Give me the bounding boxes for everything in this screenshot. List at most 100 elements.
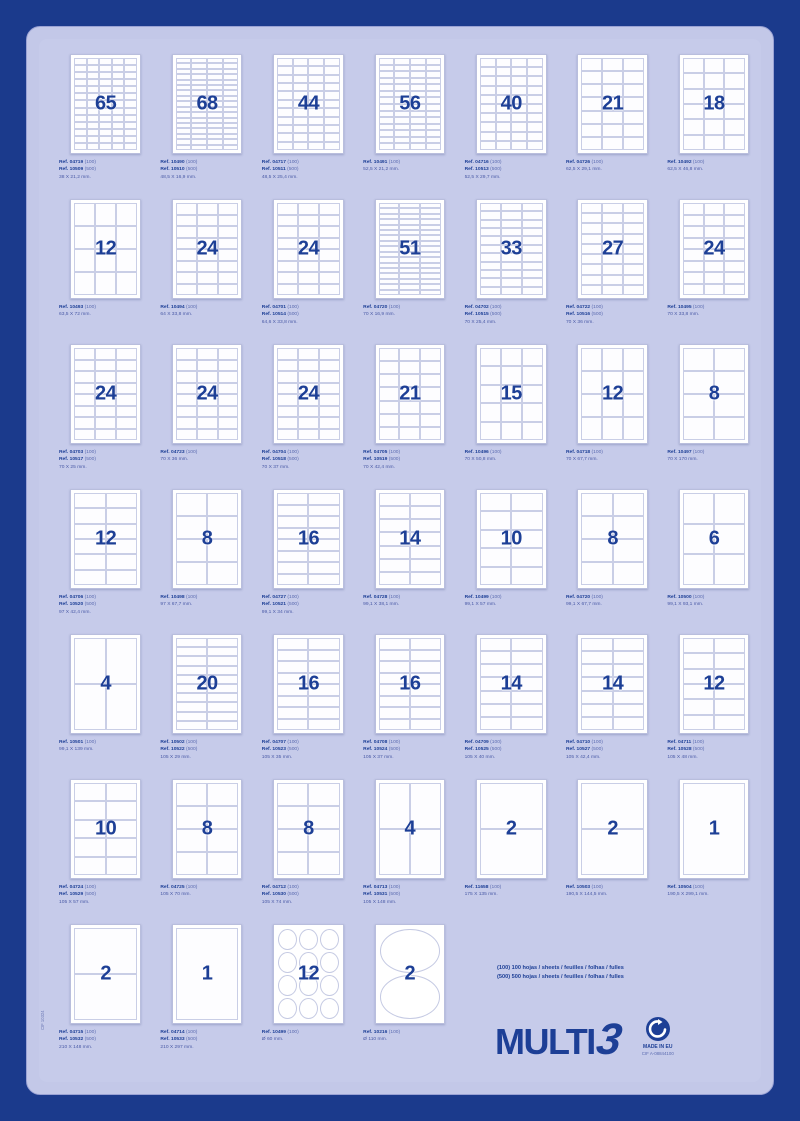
label-cell bbox=[394, 130, 410, 137]
label-cell bbox=[378, 213, 400, 220]
reference-line: Ref. 10514 (500) bbox=[262, 311, 359, 318]
brand-logo: MULTI3 bbox=[495, 1015, 623, 1064]
label-cell bbox=[511, 493, 543, 512]
label-cell bbox=[521, 253, 543, 262]
reference-code: Ref. 04727 bbox=[261, 595, 286, 600]
label-sheet-thumbnail: 16 bbox=[273, 489, 344, 589]
product-caption: Ref. 04725 (100) 105 X 70 mm. bbox=[156, 884, 257, 899]
reference-quantity: (100) bbox=[388, 885, 401, 890]
product-caption: Ref. 04714 (100) Ref. 10533 (500) 210 X 29… bbox=[156, 1029, 257, 1051]
label-cell bbox=[378, 117, 395, 124]
label-cell bbox=[682, 119, 704, 135]
label-cell bbox=[175, 283, 197, 295]
label-thumbnail-wrap: 68 bbox=[167, 53, 247, 155]
label-cell bbox=[495, 140, 512, 150]
label-dimensions: 63,5 X 72 mm. bbox=[59, 312, 91, 318]
label-cell bbox=[196, 428, 218, 440]
reference-line: Ref. 04704 (100) bbox=[262, 449, 359, 456]
label-cell bbox=[521, 228, 543, 237]
label-cell bbox=[425, 123, 442, 131]
label-cell bbox=[86, 114, 100, 122]
label-cell bbox=[191, 117, 208, 123]
label-thumbnail-wrap: 40 bbox=[471, 53, 551, 155]
label-cell bbox=[623, 417, 644, 440]
product-cell: 15 Ref. 10496 (100) 70 X 50,8 mm. bbox=[461, 343, 562, 488]
product-cell: 8 Ref. 10498 (100) 97 X 67,7 mm. bbox=[156, 488, 257, 633]
label-dimensions: Ø 60 mm. bbox=[261, 1037, 284, 1043]
label-cell bbox=[602, 371, 624, 394]
label-cell bbox=[191, 106, 208, 113]
label-sheet-thumbnail: 65 bbox=[70, 54, 142, 154]
label-cell bbox=[479, 529, 512, 549]
label-cell bbox=[74, 72, 87, 80]
product-caption: Ref. 10493 (100) 63,5 X 72 mm. bbox=[55, 304, 156, 319]
label-cell bbox=[521, 403, 543, 422]
label-cell bbox=[479, 122, 496, 132]
label-cell bbox=[308, 74, 325, 84]
label-cell bbox=[86, 135, 100, 143]
label-cell bbox=[74, 142, 87, 150]
label-cell bbox=[105, 638, 138, 684]
label-cell bbox=[495, 103, 512, 114]
label-cell bbox=[479, 511, 512, 530]
label-dimensions: 105 X 57 mm. bbox=[59, 899, 90, 905]
reference-code: Ref. 10521 bbox=[261, 602, 286, 608]
reference-code: Ref. 10495 bbox=[667, 305, 692, 310]
reference-code: Ref. 10502 bbox=[160, 740, 185, 745]
label-dimensions: 62,5 X 29,1 mm. bbox=[565, 167, 602, 173]
label-cell bbox=[378, 90, 395, 98]
product-cell: 8 Ref. 04712 (100) Ref. 10530 (500) 105 X 7… bbox=[258, 778, 359, 923]
label-cell bbox=[74, 121, 87, 129]
label-dimensions: 99,1 X 67,7 mm. bbox=[565, 602, 602, 608]
reference-code: Ref. 04711 bbox=[667, 740, 692, 745]
label-cell bbox=[74, 93, 87, 101]
label-cell bbox=[86, 58, 100, 66]
reference-quantity: (100) bbox=[84, 160, 96, 165]
label-cell bbox=[298, 226, 319, 238]
label-cell bbox=[703, 103, 725, 120]
label-layout-grid bbox=[378, 203, 442, 295]
label-layout-grid bbox=[479, 58, 543, 150]
label-cell bbox=[399, 203, 421, 209]
label-cell bbox=[222, 63, 239, 69]
label-cell bbox=[222, 68, 239, 75]
reference-line: Ref. 10529 (500) bbox=[59, 891, 156, 898]
label-cell bbox=[74, 65, 87, 73]
label-cell bbox=[399, 230, 421, 236]
label-thumbnail-wrap: 8 bbox=[674, 343, 754, 445]
label-count: 2 bbox=[607, 817, 618, 840]
reference-quantity: (100) bbox=[287, 160, 299, 165]
label-cell-round bbox=[278, 975, 297, 996]
label-cell bbox=[175, 665, 208, 675]
label-cell bbox=[420, 208, 442, 214]
label-count: 44 bbox=[297, 92, 320, 115]
label-cell bbox=[191, 133, 208, 140]
reference-code: Ref. 10528 bbox=[667, 747, 692, 753]
product-caption: Ref. 04722 (100) Ref. 10516 (500) 70 X 36 … bbox=[562, 304, 663, 326]
label-cell bbox=[217, 260, 239, 272]
label-thumbnail-wrap: 24 bbox=[66, 343, 146, 445]
reference-line: Ref. 11658 (100) bbox=[465, 884, 562, 891]
label-cell bbox=[318, 272, 340, 284]
label-cell bbox=[207, 106, 223, 113]
product-caption: Ref. 04719 (100) Ref. 10509 (500) 38 X 21,… bbox=[55, 159, 156, 181]
label-cell bbox=[207, 139, 223, 145]
label-cell bbox=[511, 122, 527, 132]
label-cell bbox=[602, 348, 624, 371]
label-cell bbox=[324, 141, 340, 150]
label-layout-grid bbox=[175, 348, 239, 440]
label-cell bbox=[308, 562, 340, 574]
label-cell bbox=[86, 100, 100, 108]
reference-line: Ref. 04722 (100) bbox=[566, 304, 663, 311]
label-cell bbox=[175, 214, 197, 226]
label-cell bbox=[394, 104, 410, 111]
label-thumbnail-wrap: 2 bbox=[573, 778, 653, 880]
label-thumbnail-wrap: 24 bbox=[167, 343, 247, 445]
label-dimensions: 62,5 X 46,8 mm. bbox=[667, 167, 704, 173]
label-layout-grid bbox=[581, 348, 644, 440]
label-cell bbox=[277, 66, 293, 75]
reference-line: Ref. 04720 (100) bbox=[566, 594, 663, 601]
label-cell bbox=[714, 653, 746, 669]
label-cell bbox=[222, 112, 239, 118]
label-cell bbox=[207, 90, 223, 96]
